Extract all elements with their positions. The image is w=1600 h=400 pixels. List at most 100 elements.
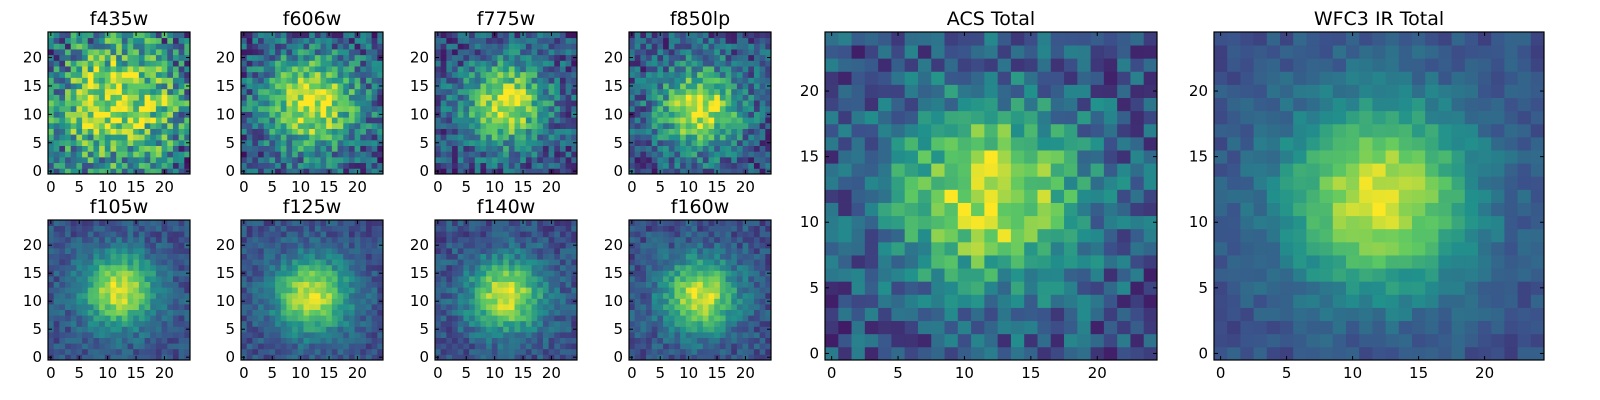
heatmap-cell [280, 88, 287, 95]
heatmap-cell [167, 343, 174, 350]
heatmap-cell [110, 220, 117, 226]
heatmap-cell [525, 298, 532, 305]
heatmap-cell [663, 66, 670, 73]
heatmap-cell [463, 122, 470, 129]
heatmap-cell [178, 337, 185, 344]
heatmap-cell [697, 88, 704, 95]
heatmap-cell [435, 309, 442, 316]
heatmap-cell [559, 337, 567, 344]
heatmap-cell [759, 281, 766, 288]
heatmap-cell [531, 105, 538, 112]
heatmap-cell [697, 281, 704, 288]
heatmap-cell [668, 348, 675, 355]
heatmap-cell [337, 83, 344, 90]
heatmap-cell [337, 292, 344, 299]
heatmap-cell [252, 168, 259, 175]
heatmap-cell [121, 83, 128, 90]
heatmap-cell [326, 304, 333, 310]
heatmap-cell [246, 128, 253, 135]
heatmap-cell [297, 117, 304, 124]
heatmap-cell [691, 60, 698, 67]
heatmap-cell [70, 83, 77, 90]
heatmap-cell [263, 326, 270, 333]
heatmap-cell [542, 88, 549, 95]
heatmap-cell [331, 60, 338, 67]
heatmap-cell [53, 231, 60, 238]
heatmap-cell [116, 37, 123, 44]
heatmap-cell [252, 156, 259, 164]
heatmap-cell [99, 320, 106, 327]
heatmap-cell [640, 77, 647, 84]
heatmap-cell [144, 348, 151, 355]
heatmap-cell [246, 66, 253, 73]
heatmap-cell [697, 292, 704, 299]
heatmap-cell [708, 309, 715, 316]
heatmap-cell [70, 231, 77, 238]
heatmap-cell [474, 287, 481, 294]
heatmap-cell [150, 292, 157, 299]
heatmap-cell [440, 225, 447, 232]
heatmap-cell [59, 139, 66, 146]
heatmap-cell [634, 94, 641, 101]
heatmap-cell [708, 77, 715, 84]
heatmap-cell [525, 71, 532, 78]
heatmap-cell [65, 83, 72, 90]
heatmap-cell [474, 354, 481, 361]
heatmap-cell [640, 145, 647, 152]
heatmap-cell [559, 60, 567, 67]
heatmap-cell [303, 343, 310, 350]
heatmap-cell [571, 315, 578, 322]
heatmap-cell [275, 111, 282, 118]
heatmap-cell [246, 276, 253, 282]
heatmap-cell [646, 128, 653, 135]
heatmap-cell [554, 83, 561, 90]
heatmap-cell [133, 315, 140, 322]
heatmap-cell [59, 236, 66, 243]
heatmap-cell [70, 139, 77, 146]
heatmap-cell [531, 253, 538, 260]
heatmap-cell [292, 225, 299, 232]
heatmap-cell [155, 66, 162, 73]
heatmap-cell [640, 117, 647, 124]
heatmap-cell [440, 287, 447, 294]
heatmap-cell [446, 66, 453, 73]
heatmap-cell [246, 287, 253, 294]
heatmap-cell [742, 71, 749, 78]
heatmap-cell [759, 337, 766, 344]
heatmap-cell [275, 304, 282, 310]
heatmap-cell [138, 66, 145, 73]
heatmap-cell [663, 83, 670, 90]
heatmap-cell [748, 287, 755, 294]
axes-frame [434, 31, 578, 175]
heatmap-cell [82, 162, 89, 169]
heatmap-cell [559, 111, 567, 118]
heatmap-cell [457, 220, 464, 226]
heatmap-cell [525, 248, 532, 254]
heatmap-cell [76, 49, 83, 56]
heatmap-cell [252, 37, 259, 44]
heatmap-cell [314, 94, 321, 101]
heatmap-cell [486, 276, 493, 282]
heatmap-cell [269, 71, 276, 78]
heatmap-cell [343, 100, 350, 107]
heatmap-cell [155, 354, 162, 361]
heatmap-cell [491, 134, 498, 141]
heatmap-cell [144, 168, 151, 175]
heatmap-cell [559, 54, 567, 61]
heatmap-cell [331, 66, 338, 73]
heatmap-cell [343, 309, 350, 316]
heatmap-cell [497, 332, 504, 338]
heatmap-cell [491, 156, 498, 164]
heatmap-cell [309, 122, 316, 129]
heatmap-cell [93, 77, 100, 84]
heatmap-cell [241, 37, 248, 44]
heatmap-cell [127, 128, 134, 135]
heatmap-cell [326, 151, 333, 158]
heatmap-cell [87, 332, 94, 338]
heatmap-cell [452, 139, 459, 146]
heatmap-cell [286, 281, 293, 288]
heatmap-cell [172, 88, 180, 95]
heatmap-cell [76, 83, 83, 90]
heatmap-cell [241, 77, 248, 84]
heatmap-cell [629, 292, 636, 299]
